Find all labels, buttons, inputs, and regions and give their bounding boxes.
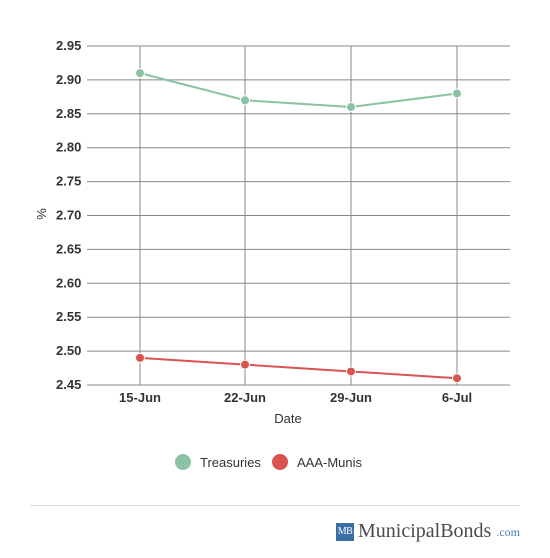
x-axis-ticks: 15-Jun 22-Jun 29-Jun 6-Jul <box>119 390 472 405</box>
y-tick-label: 2.80 <box>56 140 81 155</box>
series-line-treasuries <box>139 72 458 109</box>
y-tick-label: 2.85 <box>56 106 81 121</box>
brand-logo-link[interactable]: MB MunicipalBonds .com <box>336 520 520 543</box>
grid-lines <box>87 45 510 386</box>
data-point-treasuries[interactable] <box>452 88 462 99</box>
series-line-aaa-munis <box>139 356 458 380</box>
legend-marker-treasuries <box>175 454 191 470</box>
legend-item-aaa-munis[interactable]: AAA-Munis <box>272 454 362 470</box>
x-tick-label: 29-Jun <box>330 390 372 405</box>
y-tick-label: 2.55 <box>56 309 81 324</box>
legend-item-treasuries[interactable]: Treasuries <box>175 454 261 470</box>
series-layer <box>135 68 462 384</box>
data-point-treasuries[interactable] <box>135 68 145 79</box>
data-point-aaa-munis[interactable] <box>346 366 356 377</box>
x-tick-label: 22-Jun <box>224 390 266 405</box>
legend-label-treasuries: Treasuries <box>200 454 261 470</box>
y-tick-label: 2.45 <box>56 377 81 392</box>
y-tick-label: 2.95 <box>56 38 81 53</box>
legend: Treasuries AAA-Munis <box>0 454 550 474</box>
x-tick-label: 15-Jun <box>119 390 161 405</box>
brand-logo-icon: MB <box>336 522 354 541</box>
footer-divider <box>30 505 520 506</box>
data-point-aaa-munis[interactable] <box>240 359 250 370</box>
y-tick-label: 2.75 <box>56 174 81 189</box>
legend-label-aaa-munis: AAA-Munis <box>297 454 363 470</box>
x-tick-label: 6-Jul <box>442 390 472 405</box>
x-axis-title: Date <box>274 411 301 426</box>
data-point-treasuries[interactable] <box>240 95 250 106</box>
data-point-aaa-munis[interactable] <box>135 352 145 363</box>
y-axis-ticks: 2.95 2.90 2.85 2.80 2.75 2.70 2.65 2.60 2.55 2.50… <box>56 38 81 392</box>
line-chart: 2.95 2.90 2.85 2.80 2.75 2.70 2.65 2.60 2.55 2.50… <box>34 38 510 426</box>
legend-marker-aaa-munis <box>272 454 288 470</box>
y-tick-label: 2.90 <box>56 72 81 87</box>
y-axis-title: % <box>34 208 49 220</box>
y-tick-label: 2.50 <box>56 343 81 358</box>
brand-domain: .com <box>496 525 521 539</box>
data-point-treasuries[interactable] <box>346 102 356 113</box>
y-tick-label: 2.70 <box>56 208 81 223</box>
y-tick-label: 2.65 <box>56 241 81 256</box>
data-point-aaa-munis[interactable] <box>452 373 462 384</box>
brand-name: MunicipalBonds <box>358 520 492 542</box>
y-tick-label: 2.60 <box>56 275 81 290</box>
